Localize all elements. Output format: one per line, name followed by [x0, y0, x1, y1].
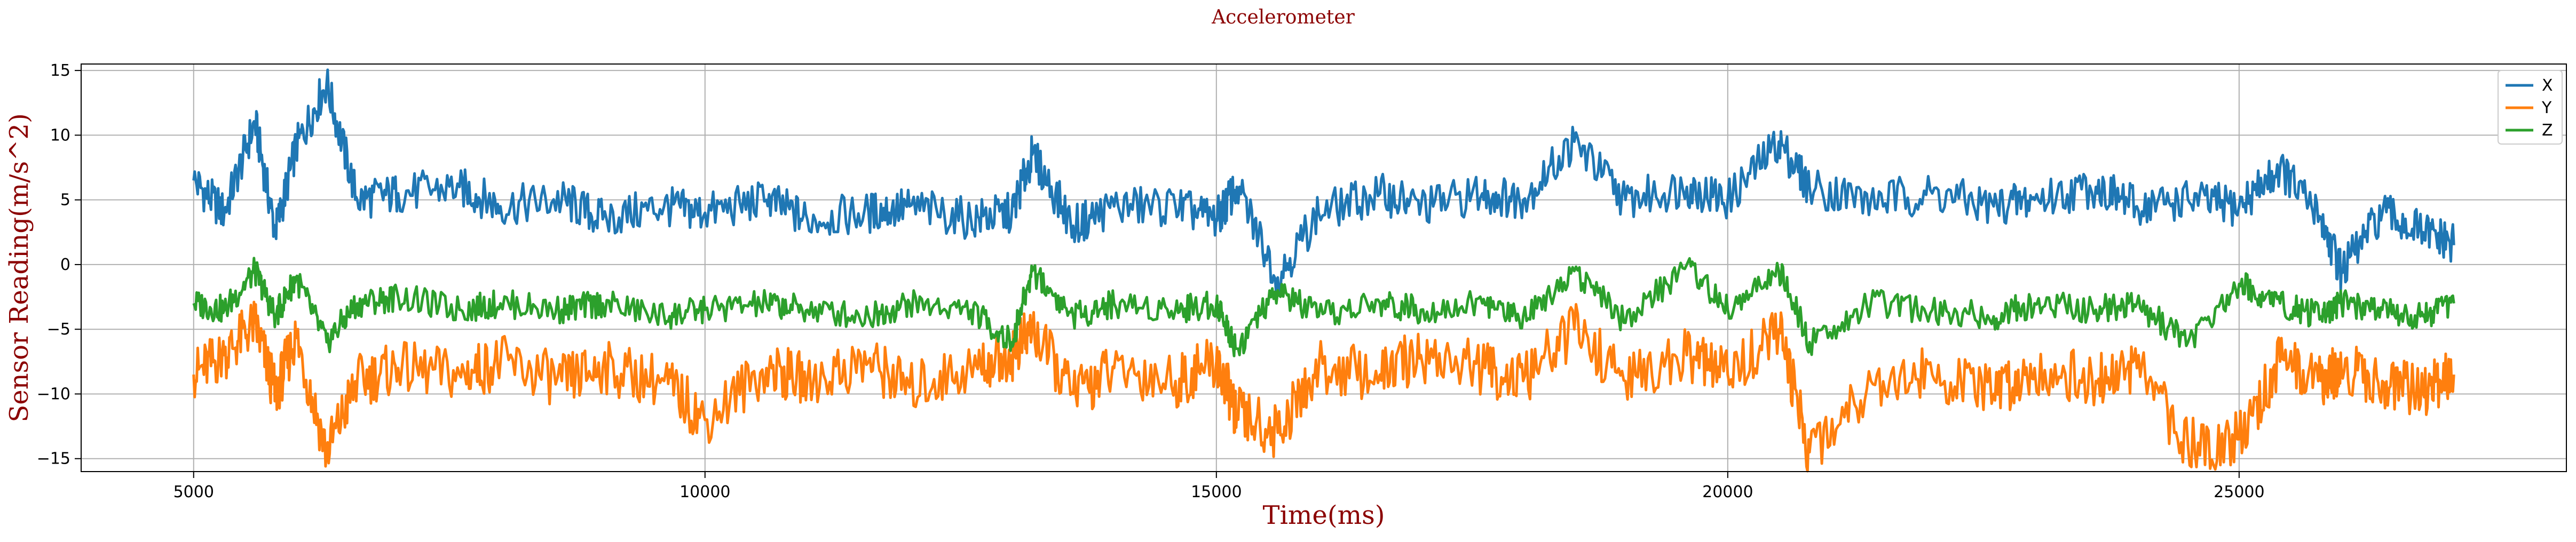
y-tick-label: −5 [47, 320, 70, 339]
series-line-z [192, 257, 2455, 357]
x-tick-label: 10000 [679, 483, 730, 501]
series-line-y [192, 300, 2455, 473]
tick-layer: 5000 10000 15000 20000 25000 −15 −10 −5 0 5 10 15 [37, 61, 2265, 501]
x-axis-label: Time(ms) [1263, 500, 1385, 530]
y-tick-label: 0 [60, 256, 70, 274]
y-tick-label: 15 [50, 61, 70, 80]
series-layer [192, 68, 2455, 473]
x-tick-label: 25000 [2214, 483, 2264, 501]
legend-label-z: Z [2542, 121, 2553, 140]
legend-label-y: Y [2541, 99, 2552, 117]
legend: XYZ [2498, 70, 2563, 145]
x-tick-label: 15000 [1191, 483, 1242, 501]
y-axis-label: Sensor Reading(m/s^2) [4, 113, 34, 422]
y-tick-label: 10 [50, 126, 70, 145]
x-tick-label: 20000 [1702, 483, 1753, 501]
y-tick-label: −15 [37, 450, 70, 468]
plot-frame [81, 63, 2567, 472]
chart-title: Accelerometer [1211, 6, 1355, 28]
legend-label-x: X [2542, 76, 2553, 95]
grid-layer [81, 64, 2566, 472]
y-tick-label: −10 [37, 385, 70, 403]
y-tick-label: 5 [60, 191, 70, 210]
x-tick-label: 5000 [173, 483, 214, 501]
series-line-x [192, 68, 2455, 297]
